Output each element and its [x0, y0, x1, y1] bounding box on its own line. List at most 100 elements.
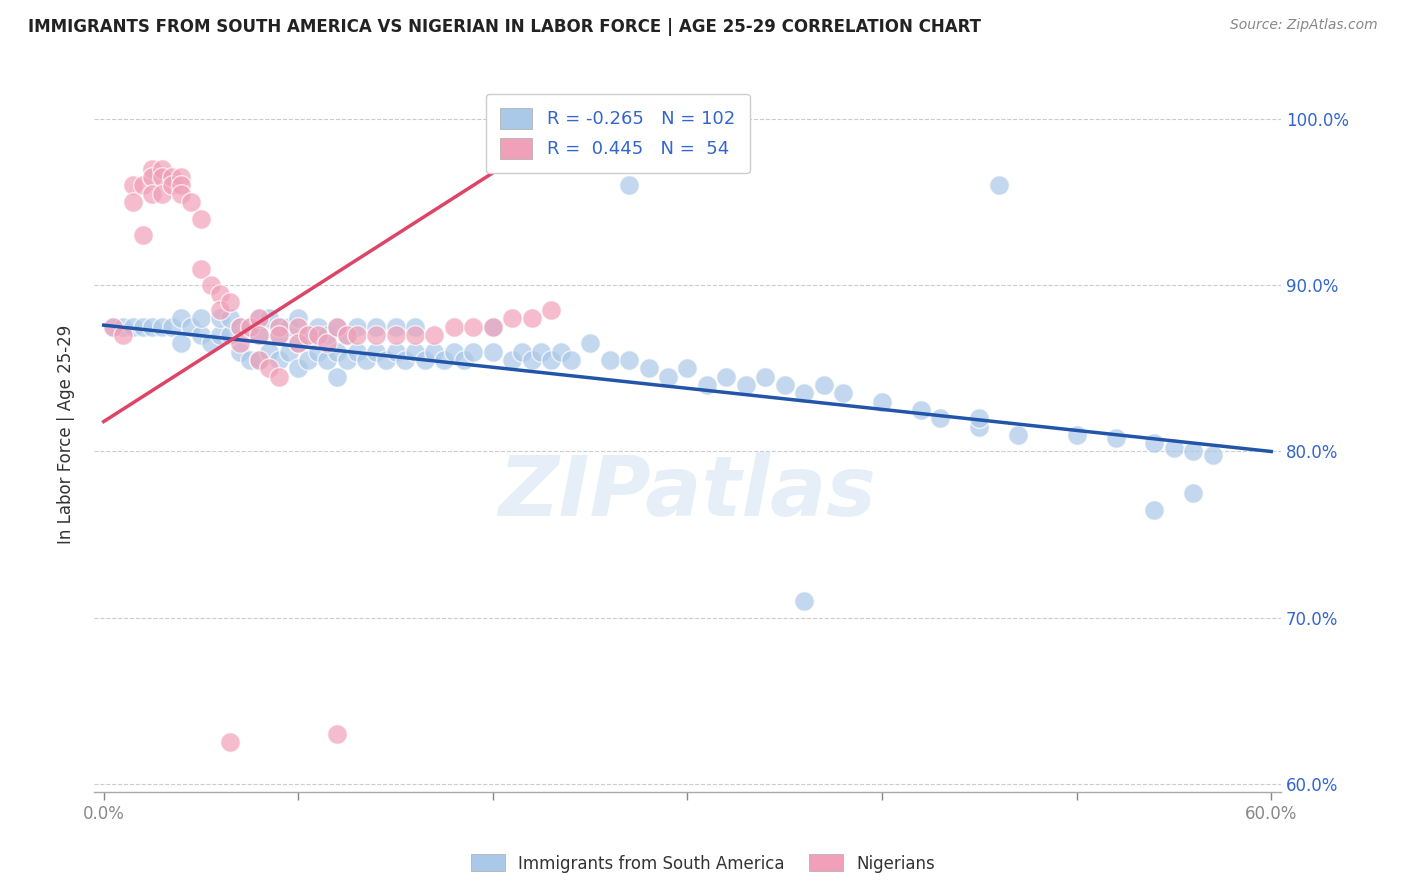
Point [540, 303, 562, 318]
Point [463, 344, 485, 359]
Point [793, 386, 815, 401]
Point [676, 361, 699, 376]
Point [326, 727, 349, 741]
Point [267, 319, 290, 334]
Point [520, 353, 543, 368]
Point [170, 311, 193, 326]
Point [929, 411, 952, 425]
Point [150, 319, 173, 334]
Point [200, 336, 222, 351]
Point [501, 353, 523, 368]
Point [131, 319, 153, 334]
Point [1066, 428, 1088, 442]
Point [316, 328, 339, 343]
Point [734, 378, 756, 392]
Point [141, 170, 163, 185]
Point [160, 319, 183, 334]
Point [297, 328, 319, 343]
Point [1104, 431, 1126, 445]
Point [209, 303, 232, 318]
Point [364, 328, 387, 343]
Point [453, 353, 475, 368]
Point [364, 319, 387, 334]
Point [247, 328, 270, 343]
Text: Source: ZipAtlas.com: Source: ZipAtlas.com [1230, 18, 1378, 32]
Point [1143, 502, 1166, 516]
Point [336, 353, 359, 368]
Point [550, 344, 572, 359]
Point [267, 319, 290, 334]
Point [374, 353, 396, 368]
Point [287, 311, 309, 326]
Point [160, 178, 183, 193]
Point [287, 336, 309, 351]
Point [346, 328, 368, 343]
Point [247, 328, 270, 343]
Point [910, 403, 932, 417]
Point [813, 378, 835, 392]
Point [297, 328, 319, 343]
Point [247, 311, 270, 326]
Point [394, 353, 416, 368]
Point [190, 211, 212, 226]
Point [180, 195, 202, 210]
Point [696, 378, 718, 392]
Legend: R = -0.265   N = 102, R =  0.445   N =  54: R = -0.265 N = 102, R = 0.445 N = 54 [485, 94, 749, 173]
Point [190, 311, 212, 326]
Point [1202, 448, 1225, 462]
Point [773, 378, 796, 392]
Point [316, 336, 339, 351]
Point [190, 328, 212, 343]
Point [987, 178, 1010, 193]
Y-axis label: In Labor Force | Age 25-29: In Labor Force | Age 25-29 [58, 326, 75, 544]
Point [219, 735, 242, 749]
Point [501, 311, 523, 326]
Point [384, 344, 406, 359]
Point [131, 228, 153, 243]
Point [112, 328, 135, 343]
Point [150, 186, 173, 201]
Point [229, 319, 252, 334]
Point [336, 328, 359, 343]
Point [356, 353, 378, 368]
Point [277, 319, 299, 334]
Point [463, 319, 485, 334]
Point [239, 319, 262, 334]
Point [530, 344, 553, 359]
Point [219, 311, 242, 326]
Point [540, 353, 562, 368]
Point [247, 353, 270, 368]
Point [141, 186, 163, 201]
Point [413, 353, 436, 368]
Point [257, 361, 280, 376]
Point [200, 278, 222, 293]
Point [247, 353, 270, 368]
Point [617, 178, 640, 193]
Point [257, 344, 280, 359]
Point [239, 353, 262, 368]
Point [131, 178, 153, 193]
Point [832, 386, 855, 401]
Point [346, 319, 368, 334]
Point [969, 419, 991, 434]
Point [423, 328, 446, 343]
Point [307, 319, 329, 334]
Point [364, 344, 387, 359]
Point [267, 328, 290, 343]
Point [969, 411, 991, 425]
Point [287, 319, 309, 334]
Point [229, 344, 252, 359]
Point [121, 195, 143, 210]
Point [307, 344, 329, 359]
Point [103, 319, 125, 334]
Point [1182, 486, 1205, 500]
Point [384, 319, 406, 334]
Point [1007, 428, 1029, 442]
Point [277, 344, 299, 359]
Point [423, 344, 446, 359]
Point [433, 353, 456, 368]
Legend: Immigrants from South America, Nigerians: Immigrants from South America, Nigerians [464, 847, 942, 880]
Text: ZIPatlas: ZIPatlas [499, 451, 876, 533]
Point [150, 170, 173, 185]
Point [267, 328, 290, 343]
